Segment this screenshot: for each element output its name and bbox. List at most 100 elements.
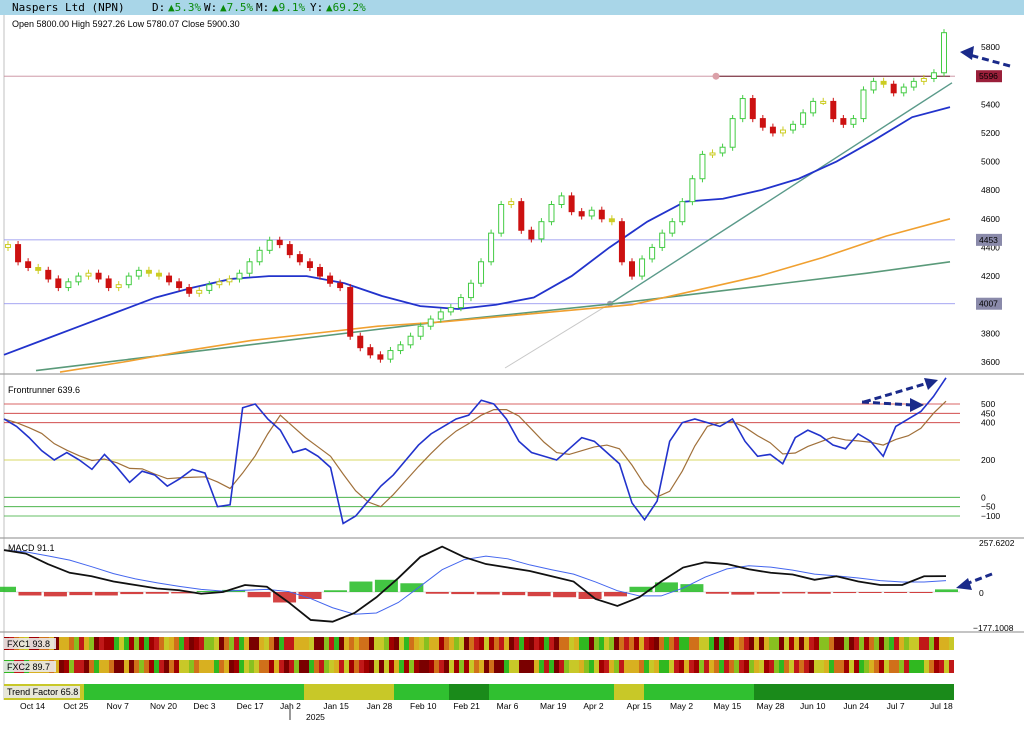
- macd-histogram-bar: [323, 590, 347, 592]
- heat-cell: [949, 660, 954, 673]
- macd-histogram-bar: [273, 592, 297, 603]
- heat-cell: [164, 660, 169, 673]
- oscillator-tick: −50: [981, 502, 996, 512]
- candle-body: [649, 246, 656, 260]
- candle-body: [498, 204, 505, 234]
- heat-cell: [559, 637, 564, 650]
- heat-cell: [344, 637, 349, 650]
- candle-body: [568, 195, 575, 213]
- heat-cell: [694, 637, 699, 650]
- x-tick-label: Apr 15: [627, 701, 652, 711]
- candle-body: [377, 354, 384, 360]
- heat-cell: [374, 637, 379, 650]
- candle-body: [15, 244, 22, 263]
- heat-cell: [749, 660, 754, 673]
- trend-factor-segment: [449, 684, 489, 700]
- heat-cell: [864, 637, 869, 650]
- candle-body: [226, 278, 233, 283]
- heat-cell: [919, 660, 924, 673]
- trend-factor-segment: [304, 684, 394, 700]
- candle-body: [920, 78, 927, 82]
- candle-body: [629, 261, 635, 277]
- x-tick-label: Jun 10: [800, 701, 826, 711]
- heat-cell: [729, 660, 734, 673]
- heat-cell: [504, 637, 509, 650]
- macd-histogram-bar: [629, 586, 653, 592]
- heat-cell: [944, 660, 949, 673]
- heat-cell: [829, 660, 834, 673]
- macd-histogram-bar: [400, 583, 424, 592]
- candle-body: [578, 211, 585, 217]
- candle-body: [457, 297, 464, 309]
- oscillator-tick: 400: [981, 418, 995, 428]
- macd-line: [3, 545, 947, 623]
- heat-cell: [324, 637, 329, 650]
- heat-cell: [709, 660, 714, 673]
- heat-cell: [564, 637, 569, 650]
- annotation-arrow: [965, 572, 993, 586]
- heat-cell: [299, 637, 304, 650]
- heat-cell: [619, 637, 624, 650]
- heat-cell: [564, 660, 569, 673]
- heat-cell: [844, 660, 849, 673]
- heat-cell: [844, 637, 849, 650]
- oscillator-line: [3, 377, 947, 525]
- weekly-change-label: W:: [204, 1, 218, 14]
- level-marker-bg: [976, 297, 1002, 310]
- candle-body: [387, 350, 394, 360]
- macd-histogram-bar: [171, 592, 195, 594]
- heat-cell: [264, 660, 269, 673]
- heat-cell: [774, 660, 779, 673]
- heat-cell: [889, 637, 894, 650]
- trend-factor-segment: [489, 684, 614, 700]
- heat-cell: [939, 660, 944, 673]
- candle-body: [467, 282, 474, 299]
- heat-cell: [394, 637, 399, 650]
- candle-body: [910, 80, 917, 88]
- heat-cell: [584, 637, 589, 650]
- candle-body: [317, 267, 323, 277]
- heat-cell: [754, 660, 759, 673]
- heat-cell: [684, 637, 689, 650]
- heat-cell: [529, 660, 534, 673]
- heat-cell: [839, 637, 844, 650]
- heat-cell: [604, 660, 609, 673]
- annotation-arrow: [863, 381, 929, 404]
- heat-cell: [584, 660, 589, 673]
- heat-cell: [644, 637, 649, 650]
- candle-body: [115, 284, 122, 289]
- candle-body: [125, 275, 132, 286]
- heat-cell: [899, 637, 904, 650]
- heat-cell: [109, 637, 114, 650]
- heat-cell: [554, 637, 559, 650]
- price-tick: 5000: [981, 157, 1000, 167]
- heat-cell: [649, 637, 654, 650]
- heat-cell: [209, 660, 214, 673]
- oscillator-tick: 200: [981, 455, 995, 465]
- price-tick: 5200: [981, 128, 1000, 138]
- heat-cell: [189, 637, 194, 650]
- heat-cell: [414, 637, 419, 650]
- heat-cell: [434, 637, 439, 650]
- heat-cell: [909, 637, 914, 650]
- heat-cell: [854, 660, 859, 673]
- heat-row-label: FXC2 89.7: [7, 662, 50, 672]
- heat-cell: [169, 660, 174, 673]
- candle-body: [769, 126, 776, 134]
- candle-body: [145, 269, 152, 274]
- heat-cell: [814, 637, 819, 650]
- heat-cell: [764, 660, 769, 673]
- macd-histogram-bar: [858, 592, 882, 593]
- x-tick-label: Feb 10: [410, 701, 437, 711]
- candle-body: [85, 272, 92, 277]
- candle-body: [800, 112, 807, 125]
- heat-cell: [489, 637, 494, 650]
- yearly-change-label: Y:: [310, 1, 324, 14]
- candle-body: [890, 83, 897, 94]
- heat-cell: [174, 660, 179, 673]
- heat-cell: [94, 637, 99, 650]
- heat-cell: [184, 637, 189, 650]
- candle-body: [759, 118, 766, 128]
- heat-cell: [59, 660, 64, 673]
